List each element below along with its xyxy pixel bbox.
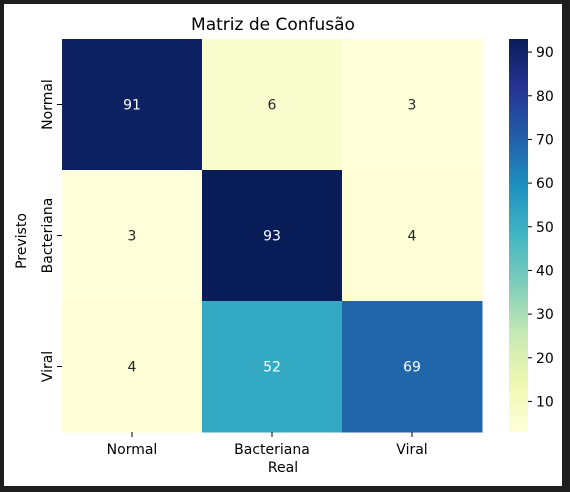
cell-value-label: 52 [263,360,281,376]
x-tick-label: Viral [396,442,427,458]
colorbar: 10 20 30 40 50 60 70 80 90 [509,39,554,432]
colorbar-tick-label: 60 [536,176,554,192]
heatmap-cell [202,39,343,171]
y-tick-label: Viral [40,351,56,382]
cell-value-label: 4 [128,360,137,376]
y-tick-label: Normal [40,79,56,130]
y-tick-label: Bacteriana [40,198,56,274]
cell-value-label: 91 [123,98,141,114]
heatmap-cell [62,39,203,171]
y-tick-labels: Normal Bacteriana Viral [40,79,62,382]
confusion-matrix-chart: Matriz de Confusão 91 6 3 3 93 4 4 52 69 Normal B… [14,15,554,476]
y-axis-label: Previsto [14,213,30,269]
colorbar-tick-label: 90 [536,45,554,61]
x-tick-label: Normal [107,442,158,458]
heatmap-cell [62,170,203,302]
x-tick-labels: Normal Bacteriana Viral [107,432,428,458]
colorbar-tick-label: 10 [536,394,554,410]
cell-value-label: 4 [408,229,417,245]
colorbar-tick-label: 30 [536,307,554,323]
heatmap-cell [202,170,343,302]
cell-value-label: 69 [403,360,421,376]
cell-value-label: 3 [408,98,417,114]
heatmap-cell [342,170,483,302]
heatmap-cell [62,301,203,433]
x-axis-label: Real [268,460,298,476]
heatmap-cell [342,39,483,171]
colorbar-tick-label: 70 [536,132,554,148]
figure-frame: Matriz de Confusão 91 6 3 3 93 4 4 52 69 Normal B… [4,4,562,486]
chart-title: Matriz de Confusão [191,15,355,35]
heatmap-cell [342,301,483,433]
cell-value-label: 6 [268,98,277,114]
colorbar-tick-label: 80 [536,89,554,105]
x-tick-label: Bacteriana [234,442,310,458]
colorbar-tick-label: 20 [536,351,554,367]
colorbar-scale [509,39,528,432]
cell-value-label: 3 [128,229,137,245]
colorbar-tick-label: 40 [536,263,554,279]
colorbar-tick-label: 50 [536,220,554,236]
heatmap-cell [202,301,343,433]
heatmap-cells: 91 6 3 3 93 4 4 52 69 [62,39,483,433]
cell-value-label: 93 [263,229,281,245]
